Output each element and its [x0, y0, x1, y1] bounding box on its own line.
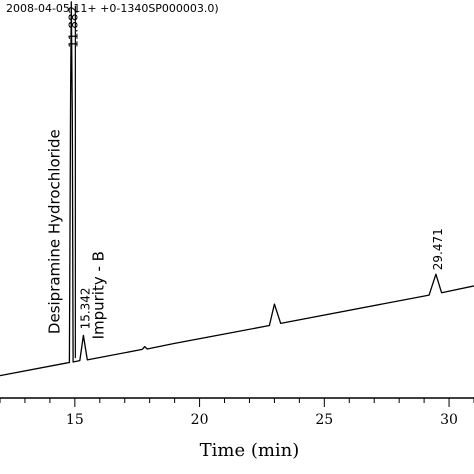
- axes: 15 20 25 30: [0, 397, 474, 428]
- peak-rt-label: 29.471: [431, 228, 445, 270]
- peak-labels: 11.882 Desipramine Hydrochloride 15.342Imp…: [45, 6, 445, 340]
- file-header-text: 2008-04-05 11+ +0-1340SP000003.0): [6, 2, 219, 15]
- peak-rt-label: 15.342: [78, 287, 92, 329]
- x-tick-label: 25: [315, 412, 333, 428]
- plot-area: [0, 1, 474, 377]
- x-axis-label: Time (min): [200, 440, 300, 461]
- x-tick-label: 30: [440, 412, 458, 428]
- peak-compound-label: Impurity - B: [89, 251, 107, 339]
- x-tick-label: 15: [66, 412, 84, 428]
- chromatogram-trace: [0, 1, 474, 377]
- x-tick-label: 20: [191, 412, 209, 428]
- peak-rt-label: 11.882: [66, 6, 80, 48]
- peak-compound-label: Desipramine Hydrochloride: [45, 129, 63, 334]
